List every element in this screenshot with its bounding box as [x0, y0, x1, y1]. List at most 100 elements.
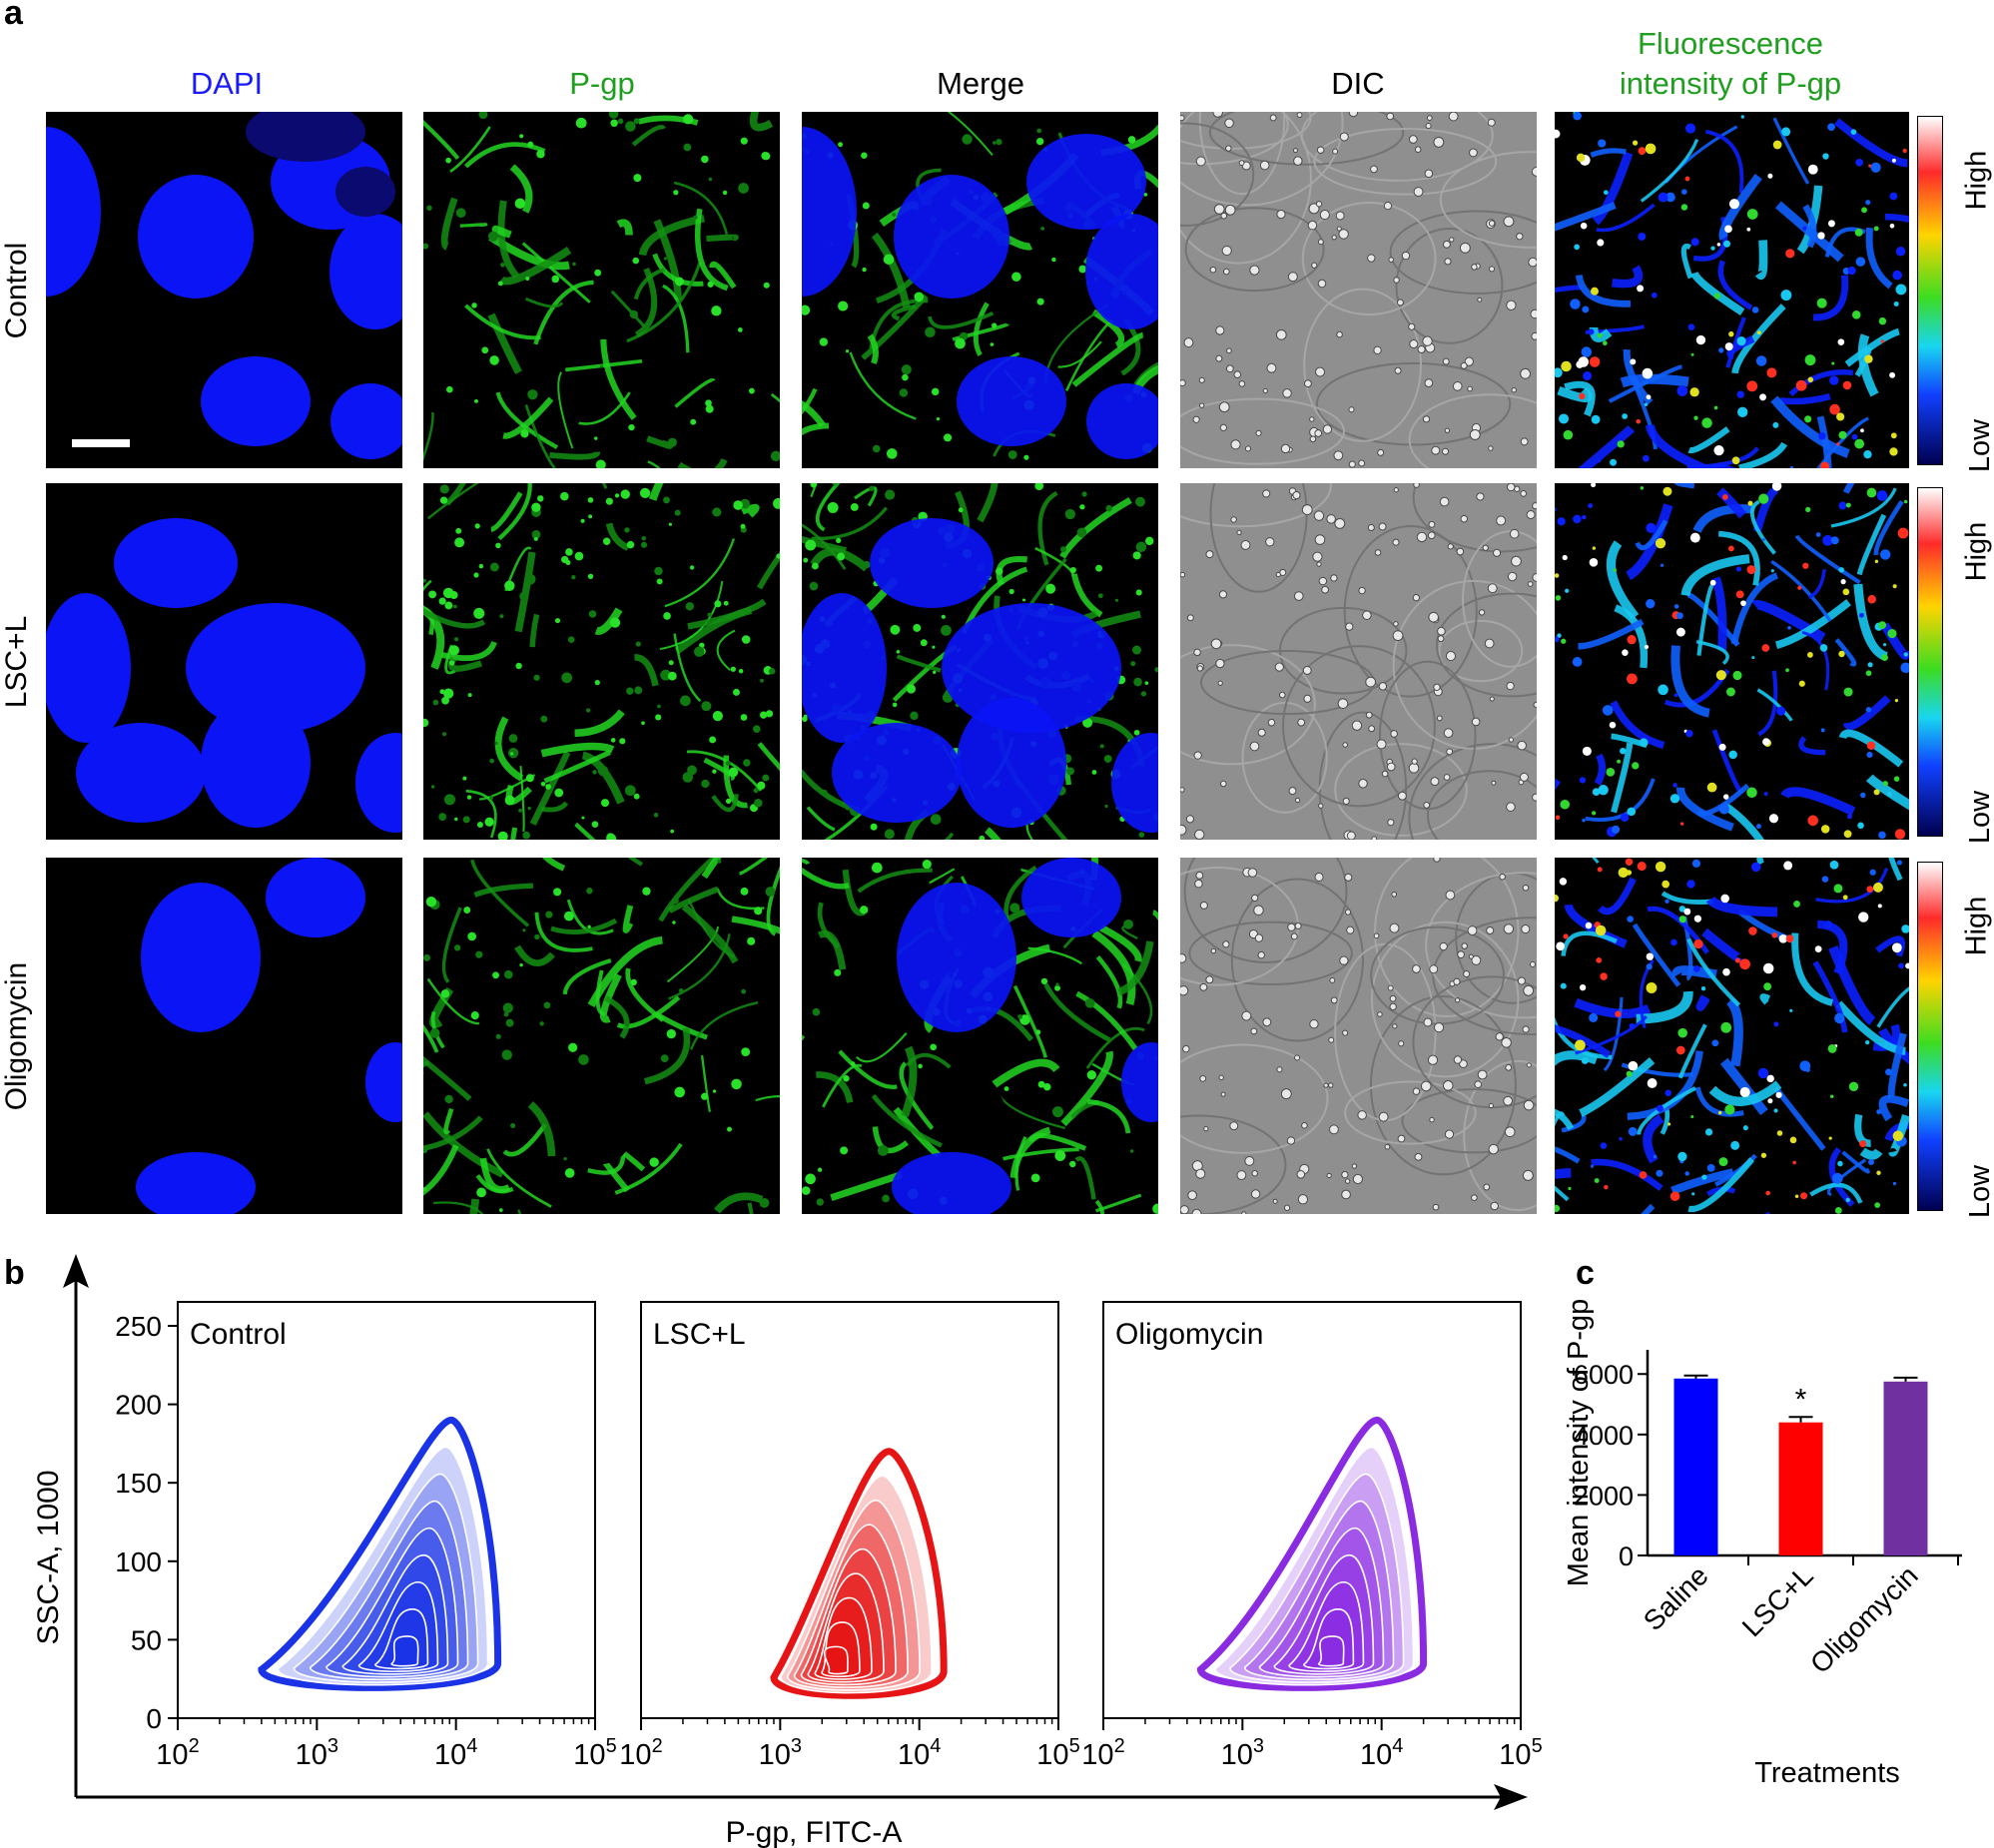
pgp-puncta — [660, 1054, 669, 1062]
dic-granule — [1491, 780, 1497, 786]
dic-granule — [1422, 415, 1431, 423]
heat-spot — [1630, 358, 1637, 365]
pgp-filament — [992, 1058, 1060, 1088]
dic-granule — [1392, 538, 1400, 546]
pgp-puncta — [624, 1022, 630, 1027]
heat-spot — [1660, 563, 1664, 567]
nucleus — [331, 383, 402, 459]
pgp-puncta — [1135, 496, 1145, 507]
heat-spot — [1804, 415, 1812, 423]
dic-granule — [1371, 836, 1378, 840]
dic-granule — [1255, 429, 1262, 436]
heat-filament — [1555, 1016, 1613, 1060]
heat-filament — [1828, 945, 1876, 1025]
heat-filament — [1887, 1032, 1907, 1099]
pgp-puncta — [488, 231, 499, 242]
heat-filament — [1635, 519, 1668, 551]
pgp-puncta — [862, 202, 870, 210]
heat-spot — [1831, 1172, 1843, 1184]
pgp-puncta — [440, 989, 450, 998]
dic-cell-outline — [1378, 660, 1477, 811]
heat-spot — [1597, 867, 1603, 873]
heat-filament — [1844, 327, 1900, 367]
heat-spot — [1561, 638, 1567, 644]
heat-spot — [1807, 376, 1814, 383]
dic-granule — [1446, 748, 1454, 756]
heat-spot — [1588, 328, 1595, 335]
dic-cell-outline — [1180, 644, 1316, 766]
pgp-puncta — [1051, 1106, 1063, 1118]
pgp-puncta — [762, 774, 770, 782]
panel-b-letter: b — [4, 1254, 25, 1292]
pgp-filament — [440, 640, 497, 662]
dic-granule — [1488, 1102, 1495, 1109]
heat-filament — [1687, 426, 1730, 454]
dic-granule — [1342, 742, 1348, 748]
pgp-puncta — [443, 688, 454, 699]
x-tick-label: 104 — [898, 1735, 941, 1771]
dic-granule — [1276, 1066, 1283, 1073]
pgp-filament — [634, 268, 658, 337]
pgp-puncta — [489, 796, 494, 801]
micrograph-oligomycin-2 — [802, 858, 1158, 1214]
dic-granule — [1471, 717, 1481, 727]
heat-spot — [1793, 901, 1800, 908]
dic-granule — [1474, 1080, 1483, 1089]
heat-spot — [1585, 922, 1593, 929]
heat-spot — [1800, 1192, 1808, 1200]
pgp-puncta — [838, 301, 849, 311]
dic-granule — [1384, 1143, 1391, 1150]
pgp-puncta — [471, 303, 477, 308]
pgp-puncta — [683, 143, 692, 152]
dic-granule — [1316, 146, 1325, 154]
dic-granule — [1218, 401, 1230, 413]
pgp-puncta — [886, 448, 898, 459]
pgp-puncta — [701, 701, 712, 712]
pgp-puncta — [519, 962, 523, 967]
nucleus — [957, 356, 1066, 446]
dic-granule — [1224, 118, 1234, 129]
dic-granule — [1295, 797, 1301, 804]
dic-granule — [1531, 331, 1537, 340]
pgp-puncta — [635, 641, 641, 647]
pgp-puncta — [871, 862, 883, 874]
pgp-puncta — [899, 388, 909, 397]
heat-spot — [1865, 1039, 1870, 1045]
heat-spot — [1627, 916, 1634, 923]
heat-filament — [1606, 540, 1640, 620]
heat-spot — [1723, 794, 1729, 800]
dic-granule — [1445, 890, 1456, 901]
pgp-puncta — [634, 686, 643, 695]
pgp-puncta — [626, 540, 635, 549]
dic-cell-outline — [1408, 393, 1537, 468]
heat-spot — [1740, 115, 1744, 119]
dic-granule — [1341, 1189, 1351, 1200]
heat-filament — [1555, 506, 1558, 512]
dic-granule — [1348, 112, 1359, 118]
dic-granule — [1383, 201, 1393, 211]
dic-granule — [1313, 510, 1325, 521]
heat-spot — [1556, 941, 1566, 951]
pgp-puncta — [568, 1042, 578, 1052]
heat-spot — [1557, 517, 1566, 526]
dic-granule — [1428, 611, 1439, 623]
dic-granule — [1468, 148, 1478, 158]
pgp-puncta — [473, 572, 479, 578]
heat-spot — [1829, 403, 1840, 415]
heat-filament — [1561, 1113, 1587, 1133]
dic-granule — [1431, 445, 1441, 455]
pgp-puncta — [737, 327, 743, 332]
dic-granule — [1194, 829, 1205, 840]
heat-spot — [1761, 537, 1765, 542]
heat-spot — [1892, 1130, 1904, 1142]
dic-granule — [1287, 923, 1296, 931]
heat-spot — [1580, 222, 1588, 230]
heat-spot — [1893, 301, 1899, 307]
heat-spot — [1646, 522, 1657, 533]
pgp-puncta — [802, 305, 811, 315]
pgp-filament — [604, 995, 630, 1039]
heat-spot — [1864, 354, 1873, 363]
pgp-puncta — [560, 491, 569, 501]
heat-filament — [1842, 483, 1855, 494]
pgp-puncta — [564, 1168, 575, 1178]
